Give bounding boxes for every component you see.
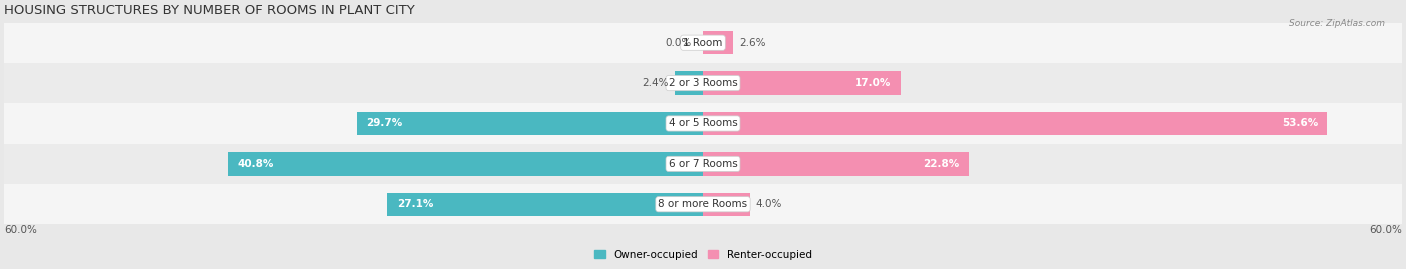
Text: 53.6%: 53.6%: [1282, 118, 1317, 129]
Text: Source: ZipAtlas.com: Source: ZipAtlas.com: [1289, 19, 1385, 28]
Text: 4 or 5 Rooms: 4 or 5 Rooms: [669, 118, 737, 129]
Text: 2.6%: 2.6%: [740, 38, 766, 48]
Bar: [703, 31, 734, 54]
Bar: [228, 152, 703, 176]
Bar: [388, 193, 703, 216]
Text: 22.8%: 22.8%: [922, 159, 959, 169]
Text: HOUSING STRUCTURES BY NUMBER OF ROOMS IN PLANT CITY: HOUSING STRUCTURES BY NUMBER OF ROOMS IN…: [4, 4, 415, 17]
Text: 60.0%: 60.0%: [1369, 225, 1402, 235]
Text: 60.0%: 60.0%: [4, 225, 37, 235]
Bar: [4, 184, 1402, 224]
Text: 2.4%: 2.4%: [643, 78, 669, 88]
Bar: [4, 144, 1402, 184]
Bar: [703, 152, 969, 176]
Bar: [357, 112, 703, 135]
Bar: [4, 63, 1402, 103]
Text: 40.8%: 40.8%: [238, 159, 274, 169]
Text: 4.0%: 4.0%: [755, 199, 782, 209]
Text: 27.1%: 27.1%: [396, 199, 433, 209]
Bar: [703, 193, 749, 216]
Text: 6 or 7 Rooms: 6 or 7 Rooms: [669, 159, 737, 169]
Bar: [703, 71, 901, 95]
Bar: [4, 23, 1402, 63]
Text: 0.0%: 0.0%: [665, 38, 692, 48]
Text: 17.0%: 17.0%: [855, 78, 891, 88]
Legend: Owner-occupied, Renter-occupied: Owner-occupied, Renter-occupied: [591, 245, 815, 264]
Text: 1 Room: 1 Room: [683, 38, 723, 48]
Bar: [703, 112, 1327, 135]
Text: 2 or 3 Rooms: 2 or 3 Rooms: [669, 78, 737, 88]
Bar: [675, 71, 703, 95]
Text: 8 or more Rooms: 8 or more Rooms: [658, 199, 748, 209]
Bar: [4, 103, 1402, 144]
Text: 29.7%: 29.7%: [367, 118, 402, 129]
